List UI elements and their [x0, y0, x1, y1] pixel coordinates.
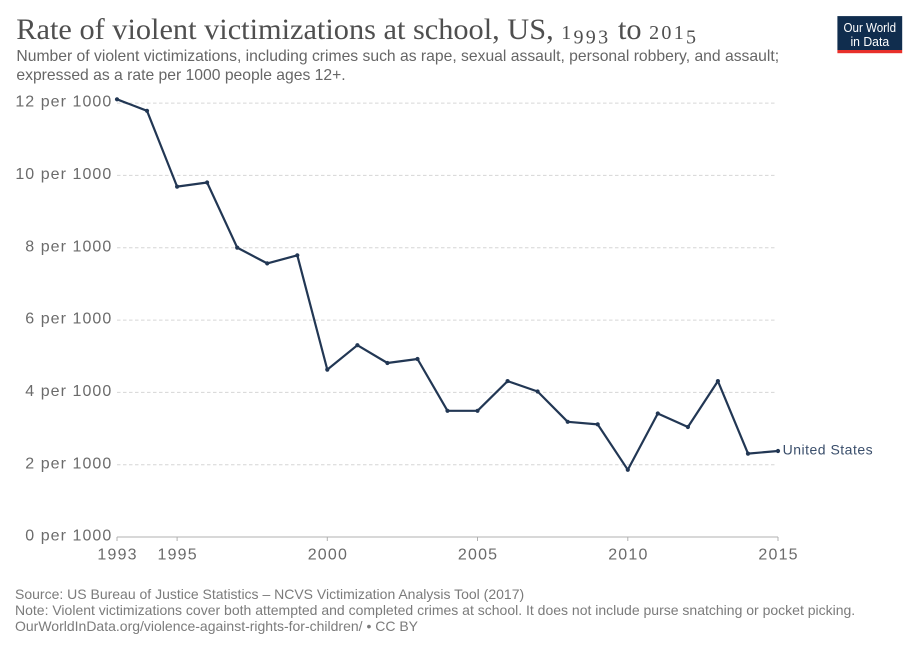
- svg-text:6 per 1000: 6 per 1000: [25, 311, 112, 328]
- svg-text:Source: US Bureau of Justice S: Source: US Bureau of Justice Statistics …: [15, 586, 524, 602]
- svg-text:in Data: in Data: [850, 34, 889, 49]
- svg-text:2 per 1000: 2 per 1000: [25, 455, 112, 472]
- svg-text:8 per 1000: 8 per 1000: [25, 238, 112, 255]
- svg-text:2015: 2015: [758, 547, 798, 564]
- svg-text:12 per 1000: 12 per 1000: [15, 94, 112, 111]
- svg-text:10 per 1000: 10 per 1000: [15, 166, 112, 183]
- svg-text:4 per 1000: 4 per 1000: [25, 383, 112, 400]
- svg-text:0 per 1000: 0 per 1000: [25, 528, 112, 545]
- svg-text:expressed as a rate per 1000 p: expressed as a rate per 1000 people ages…: [16, 67, 345, 84]
- svg-text:Note: Violent victimizations c: Note: Violent victimizations cover both …: [15, 602, 855, 618]
- svg-text:Number of violent victimizatio: Number of violent victimizations, includ…: [16, 48, 779, 65]
- svg-text:2000: 2000: [308, 547, 348, 564]
- svg-text:1993: 1993: [97, 547, 137, 564]
- svg-text:OurWorldInData.org/violence-ag: OurWorldInData.org/violence-against-righ…: [15, 618, 419, 634]
- svg-text:United States: United States: [783, 441, 874, 457]
- svg-text:1995: 1995: [157, 547, 197, 564]
- svg-text:2010: 2010: [608, 547, 648, 564]
- svg-text:2005: 2005: [458, 547, 498, 564]
- svg-text:Our World: Our World: [844, 20, 897, 35]
